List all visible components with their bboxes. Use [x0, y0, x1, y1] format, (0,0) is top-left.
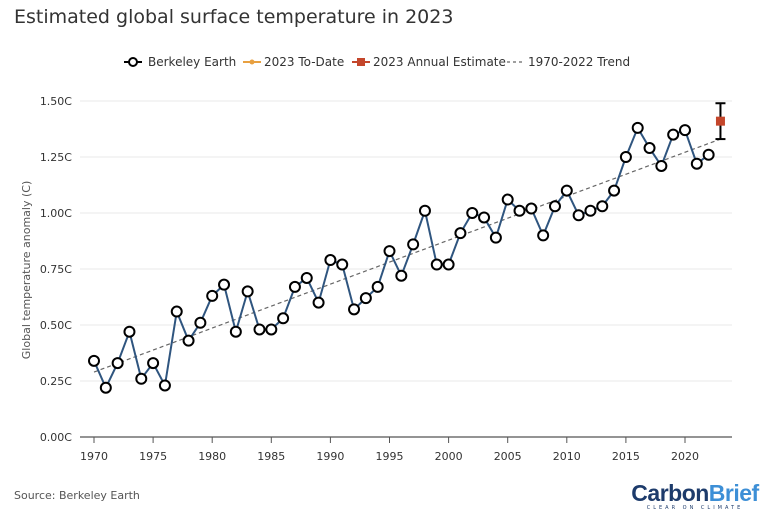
legend-label: 1970-2022 Trend [528, 55, 630, 69]
estimate-point-2023 [715, 116, 725, 126]
data-point-2019 [667, 128, 680, 141]
data-point-2010 [560, 184, 573, 197]
source-note: Source: Berkeley Earth [14, 489, 140, 502]
legend-item-trend[interactable]: 1970-2022 Trend [507, 55, 630, 69]
series-line-berkeley-earth [93, 125, 710, 391]
y-tick-label: 1.00C [40, 207, 72, 220]
data-point-2015 [619, 151, 632, 163]
data-point-1982 [229, 325, 242, 338]
x-tick-label: 1990 [316, 450, 344, 463]
data-point-2007 [525, 202, 538, 215]
data-point-1998 [418, 204, 431, 217]
data-point-1989 [312, 296, 325, 309]
x-tick-label: 1975 [139, 450, 167, 463]
y-tick-label: 0.25C [40, 375, 72, 388]
legend-item-todate[interactable]: 2023 To-Date [243, 55, 344, 69]
x-tick-label: 2020 [671, 450, 699, 463]
data-point-1994 [371, 280, 384, 293]
data-point-2021 [690, 157, 703, 170]
data-point-1974 [135, 372, 148, 385]
x-tick-label: 2005 [494, 450, 522, 463]
data-point-2013 [596, 200, 609, 213]
data-point-1972 [111, 357, 124, 370]
data-point-1996 [395, 269, 408, 282]
data-point-2017 [643, 142, 656, 155]
data-point-1984 [253, 323, 266, 336]
y-tick-label: 1.25C [40, 151, 72, 164]
carbonbrief-logo: CarbonBrief CLEAR ON CLIMATE [631, 480, 759, 511]
x-tick-label: 1995 [376, 450, 404, 463]
legend-label: 2023 Annual Estimate [373, 55, 506, 69]
data-point-1995 [383, 245, 396, 258]
x-tick-label: 2015 [612, 450, 640, 463]
y-tick-label: 0.50C [40, 319, 72, 332]
data-point-1990 [324, 254, 337, 267]
x-tick-label: 1980 [198, 450, 226, 463]
data-point-2000 [442, 258, 455, 271]
x-tick-label: 1970 [80, 450, 108, 463]
data-point-2008 [537, 229, 550, 242]
x-tick-label: 2000 [435, 450, 463, 463]
data-point-2020 [679, 124, 691, 137]
data-point-1979 [194, 316, 207, 329]
data-point-2016 [631, 121, 644, 134]
legend-label: Berkeley Earth [148, 55, 236, 69]
legend-item-estimate[interactable]: 2023 Annual Estimate [352, 55, 506, 69]
data-point-2018 [655, 159, 668, 172]
data-point-2014 [608, 184, 621, 197]
y-tick-label: 0.00C [40, 431, 72, 444]
data-point-1971 [99, 381, 112, 394]
data-point-1977 [170, 305, 183, 318]
data-point-2011 [572, 209, 585, 222]
y-tick-label: 1.50C [40, 95, 72, 108]
data-point-2001 [454, 227, 467, 240]
data-point-1980 [206, 289, 219, 302]
data-point-1986 [277, 312, 290, 325]
data-point-2006 [513, 204, 526, 217]
data-point-1999 [430, 258, 443, 271]
data-point-1993 [359, 292, 372, 305]
data-point-1975 [147, 357, 160, 370]
data-point-1987 [288, 280, 301, 293]
data-point-1973 [123, 325, 136, 338]
data-point-1983 [241, 285, 254, 298]
data-point-1970 [88, 354, 100, 367]
data-point-1997 [407, 238, 420, 251]
data-point-1992 [348, 303, 361, 316]
x-tick-label: 1985 [257, 450, 285, 463]
data-point-2003 [478, 211, 491, 224]
data-point-1988 [300, 271, 313, 284]
trend-line [93, 138, 721, 373]
legend: Berkeley Earth 2023 To-Date 2023 Annual … [124, 55, 630, 69]
data-point-1981 [218, 278, 231, 291]
data-point-1978 [182, 334, 195, 347]
data-point-2022 [702, 148, 715, 161]
data-point-2012 [584, 204, 597, 217]
y-axis-label: Global temperature anomaly (C) [20, 181, 33, 359]
chart-title: Estimated global surface temperature in … [14, 6, 454, 28]
data-point-1991 [336, 258, 349, 271]
data-point-2009 [548, 200, 561, 213]
data-point-2002 [466, 207, 479, 219]
data-point-1985 [265, 323, 278, 336]
legend-item-berkeley[interactable]: Berkeley Earth [124, 55, 236, 69]
data-point-2005 [501, 193, 514, 206]
data-point-1976 [158, 379, 171, 392]
legend-label: 2023 To-Date [264, 55, 344, 69]
y-tick-label: 0.75C [40, 263, 72, 276]
data-point-2004 [489, 231, 502, 244]
x-tick-label: 2010 [553, 450, 581, 463]
